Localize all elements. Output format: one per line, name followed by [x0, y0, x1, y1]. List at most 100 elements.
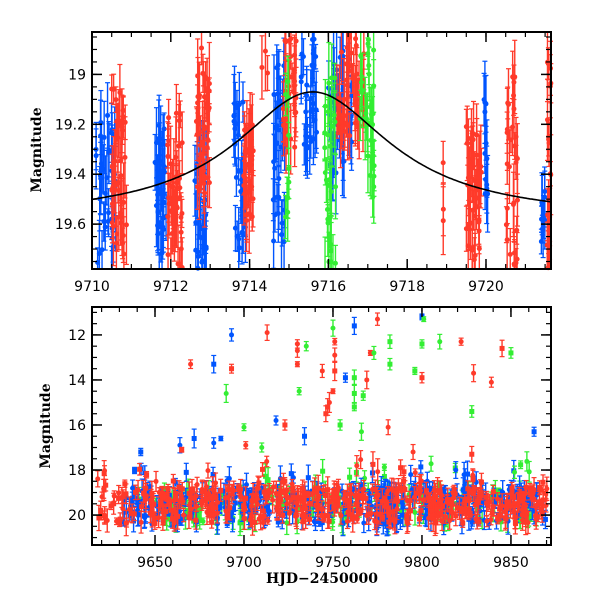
red-data-point: [469, 445, 475, 463]
blue-data-point: [93, 121, 99, 190]
top-axis-ticks: [91, 32, 551, 269]
red-data-point: [410, 443, 416, 461]
green-data-point: [351, 402, 357, 412]
red-data-point: [194, 476, 200, 493]
green-data-point: [421, 316, 427, 323]
red-data-point: [511, 241, 517, 269]
red-data-point: [332, 337, 338, 346]
red-data-point: [245, 176, 251, 209]
y-tick-label: 18: [68, 463, 86, 479]
red-data-point: [364, 370, 370, 390]
red-data-point: [176, 104, 182, 188]
red-data-point: [241, 155, 247, 196]
blue-data-point: [233, 157, 239, 197]
blue-data-point: [418, 460, 424, 474]
red-data-point: [467, 510, 473, 519]
red-data-point: [514, 231, 520, 269]
red-data-point: [469, 132, 475, 204]
green-data-point: [332, 244, 338, 269]
green-data-point: [351, 369, 357, 386]
red-data-point: [339, 108, 345, 146]
red-data-point: [104, 508, 110, 533]
green-data-point: [259, 442, 265, 453]
red-data-point: [244, 186, 250, 243]
top-y-axis-label: Magnitude: [29, 107, 45, 192]
green-data-point: [381, 463, 387, 471]
red-data-point: [332, 347, 338, 363]
green-data-point: [367, 87, 373, 127]
red-data-point: [205, 462, 211, 479]
red-data-point: [264, 324, 270, 342]
red-data-point: [250, 125, 256, 177]
red-data-point: [545, 230, 551, 271]
red-data-point: [195, 84, 201, 122]
y-tick-label: 16: [68, 418, 86, 434]
blue-data-point: [159, 130, 165, 212]
blue-data-point: [539, 214, 545, 244]
blue-data-point: [106, 123, 112, 178]
blue-data-point: [153, 107, 159, 179]
red-data-point: [109, 74, 115, 104]
blue-data-point: [397, 512, 403, 531]
red-data-point: [440, 182, 446, 237]
red-data-point: [282, 118, 288, 147]
green-data-point: [370, 176, 376, 218]
blue-data-point: [342, 372, 348, 383]
blue-data-point: [531, 426, 537, 437]
green-data-point: [331, 82, 337, 148]
blue-data-point: [300, 38, 306, 76]
red-data-point: [343, 108, 349, 138]
red-data-point: [294, 343, 300, 358]
green-data-point: [419, 339, 425, 349]
red-data-point: [164, 493, 170, 502]
blue-data-point: [234, 220, 240, 253]
green-data-point: [469, 405, 475, 418]
y-tick-label: 19: [68, 67, 86, 83]
red-data-point: [475, 158, 481, 206]
red-data-point: [374, 312, 380, 326]
blue-data-point: [273, 415, 279, 426]
green-data-point: [363, 95, 369, 141]
green-data-point: [223, 383, 229, 404]
red-data-point: [188, 359, 194, 370]
red-data-point: [179, 446, 185, 453]
green-data-point: [322, 236, 328, 269]
red-data-point: [319, 363, 325, 379]
red-data-point: [166, 98, 172, 137]
x-tick-label: 9650: [137, 555, 173, 571]
green-data-point: [337, 419, 343, 431]
y-tick-label: 19.4: [55, 167, 86, 183]
blue-data-point: [183, 462, 189, 483]
blue-data-point: [229, 328, 235, 342]
green-data-point: [328, 221, 334, 269]
x-tick-label: 9750: [315, 555, 351, 571]
green-data-point: [412, 366, 418, 376]
red-data-point: [173, 83, 179, 143]
red-data-point: [109, 206, 115, 240]
red-data-point: [168, 125, 174, 203]
x-tick-label: 9716: [311, 279, 347, 295]
red-data-point: [510, 171, 516, 238]
blue-data-point: [98, 141, 104, 216]
red-data-point: [332, 360, 338, 382]
blue-data-point: [193, 193, 199, 252]
top-plot-frame: [91, 31, 552, 270]
red-data-point: [488, 376, 494, 388]
red-data-point: [113, 121, 119, 157]
red-data-point: [165, 121, 171, 169]
top-tick-labels: 9710 9712 9714 9716 9718 9720 19 19.2 19.4 19.6: [55, 67, 504, 295]
red-data-point: [179, 111, 185, 175]
red-data-point: [177, 174, 183, 202]
red-data-point: [292, 67, 298, 104]
red-data-point: [229, 363, 235, 374]
blue-data-point: [218, 435, 224, 442]
blue-data-point: [302, 427, 308, 446]
red-data-point: [380, 513, 386, 522]
red-data-point: [288, 32, 294, 57]
green-data-point: [241, 423, 247, 432]
blue-data-point: [351, 316, 357, 336]
green-data-point: [285, 182, 291, 242]
red-data-point: [95, 470, 101, 488]
bottom-y-axis-label: Magnitude: [38, 383, 54, 468]
